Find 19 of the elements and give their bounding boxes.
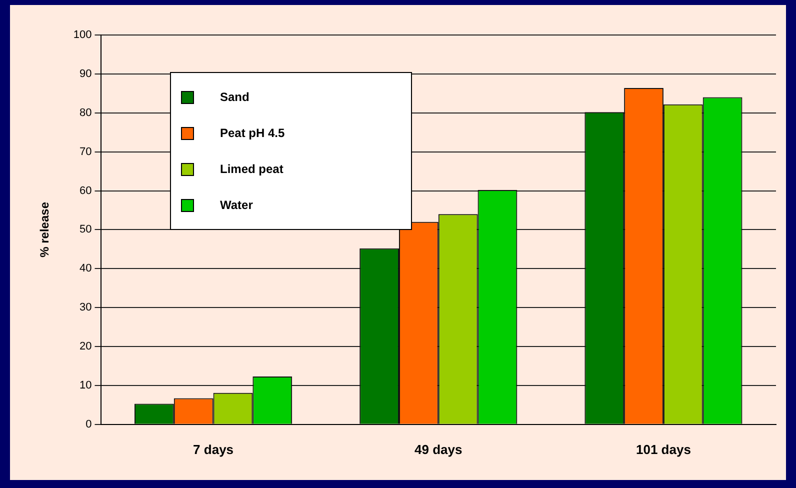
legend-label: Limed peat [220,162,284,176]
y-tick-label: 60 [80,184,92,197]
y-tick-label: 80 [80,106,92,119]
y-axis-title: % release [38,202,52,258]
y-tick-label: 50 [80,224,92,236]
y-tick-label: 0 [86,418,92,430]
y-tick-label: 90 [80,68,92,80]
legend-label: Peat pH 4.5 [220,126,285,140]
y-tick-label: 40 [80,262,92,275]
legend-label: Water [220,198,253,212]
x-tick-label: 49 days [414,442,462,457]
legend-label: Sand [220,90,250,104]
x-tick-label: 101 days [636,442,691,457]
y-tick-label: 70 [80,146,92,158]
y-tick-label: 20 [80,340,92,353]
y-tick-label: 10 [80,379,92,392]
y-tick-label: 100 [73,29,92,42]
y-tick-label: 30 [80,302,92,314]
x-tick-label: 7 days [193,442,234,457]
